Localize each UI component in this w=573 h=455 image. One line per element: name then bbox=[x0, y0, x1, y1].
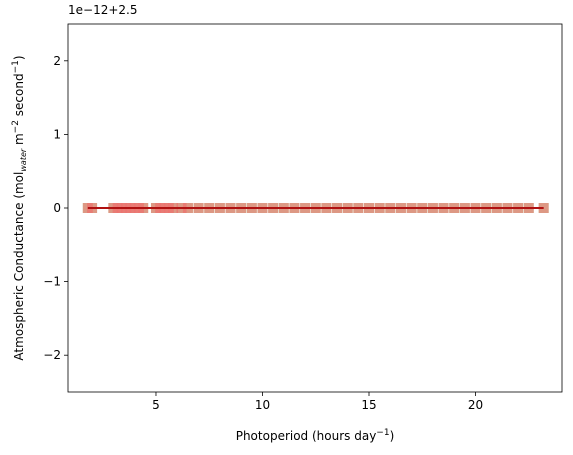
x-tick-label: 10 bbox=[255, 398, 270, 412]
y-tick-label: −2 bbox=[43, 348, 61, 362]
offset-text: 1e−12+2.5 bbox=[68, 3, 137, 17]
y-tick-label: 1 bbox=[53, 127, 61, 141]
y-axis-label: Atmospheric Conductance (molwater m−2 se… bbox=[11, 55, 28, 360]
x-tick-label: 20 bbox=[468, 398, 483, 412]
y-tick-label: 2 bbox=[53, 54, 61, 68]
x-tick-label: 15 bbox=[361, 398, 376, 412]
y-tick-label: −1 bbox=[43, 275, 61, 289]
y-tick-label: 0 bbox=[53, 201, 61, 215]
x-tick-label: 5 bbox=[152, 398, 160, 412]
x-axis-label: Photoperiod (hours day−1) bbox=[236, 428, 395, 443]
